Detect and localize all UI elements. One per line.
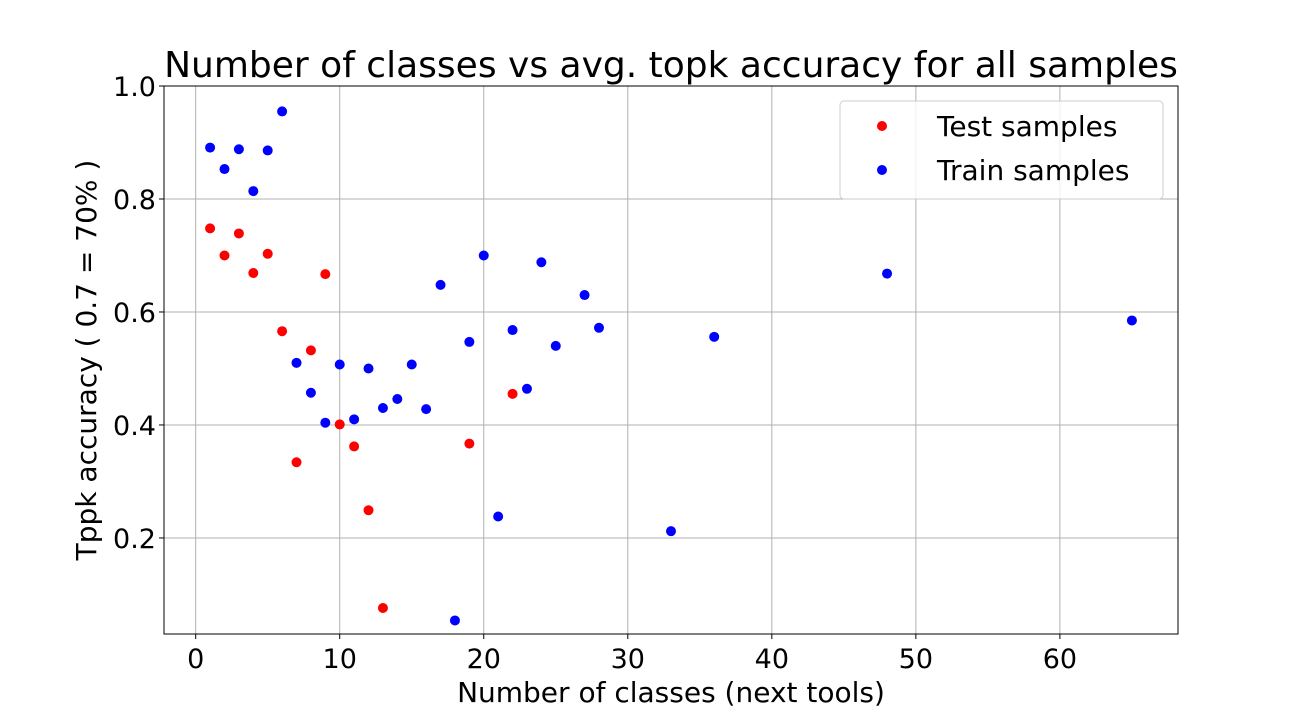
x-tick-label: 60 (1043, 644, 1077, 675)
test-sample-point (277, 326, 288, 337)
y-tick-label: 0.8 (113, 185, 156, 216)
test-sample-point (349, 441, 360, 452)
chart-title: Number of classes vs avg. topk accuracy … (164, 45, 1178, 86)
train-sample-point (579, 290, 590, 301)
train-sample-point (291, 357, 302, 368)
train-sample-point (219, 164, 230, 175)
train-sample-point (536, 257, 547, 268)
train-sample-point (334, 359, 345, 370)
train-sample-point (233, 144, 244, 155)
axis-ticks: 0 10 20 30 40 50 60 0.2 0.4 0.6 0.8 1.0 (113, 72, 1077, 675)
test-sample-point (248, 267, 259, 278)
x-tick-label: 0 (187, 644, 204, 675)
test-sample-point (262, 248, 273, 259)
legend-label-test: Test samples (936, 110, 1117, 143)
legend-label-train: Train samples (936, 154, 1129, 187)
train-sample-point (550, 340, 561, 351)
x-tick-label: 10 (323, 644, 357, 675)
train-sample-point (493, 511, 504, 522)
test-sample-point (464, 438, 475, 449)
test-sample-point (219, 250, 230, 261)
x-axis-label: Number of classes (next tools) (457, 676, 885, 709)
train-sample-point (421, 404, 432, 415)
train-sample-point (709, 331, 720, 342)
test-sample-point (305, 345, 316, 356)
train-sample-point (392, 393, 403, 404)
y-tick-label: 0.2 (113, 524, 156, 555)
train-sample-point (507, 325, 518, 336)
legend-frame (839, 100, 1164, 200)
legend-marker-test (877, 121, 887, 131)
y-tick-label: 0.6 (113, 298, 156, 329)
x-tick-label: 50 (899, 644, 933, 675)
train-sample-point (406, 359, 417, 370)
train-sample-point (464, 336, 475, 347)
legend-marker-train (877, 165, 887, 175)
plot-area-frame (163, 85, 1179, 635)
test-sample-point (291, 457, 302, 468)
train-sample-point (478, 250, 489, 261)
x-tick-label: 30 (611, 644, 645, 675)
train-sample-point (593, 322, 604, 333)
train-sample-point (1126, 315, 1137, 326)
train-sample-point (277, 106, 288, 117)
train-sample-point (262, 145, 273, 156)
test-sample-point (507, 388, 518, 399)
x-tick-label: 20 (467, 644, 501, 675)
train-sample-point (205, 142, 216, 153)
data-points (205, 106, 1137, 626)
legend: Test samples Train samples (839, 100, 1164, 200)
train-sample-point (320, 417, 331, 428)
train-sample-point (377, 403, 388, 414)
test-sample-point (205, 223, 216, 234)
x-tick-label: 40 (755, 644, 789, 675)
y-tick-label: 0.4 (113, 411, 156, 442)
y-axis-label: Tppk accuracy ( 0.7 = 70% ) (70, 160, 103, 562)
test-sample-point (363, 505, 374, 516)
y-tick-label: 1.0 (113, 72, 156, 103)
train-sample-point (363, 363, 374, 374)
train-sample-point (449, 615, 460, 626)
train-sample-point (349, 414, 360, 425)
test-sample-point (233, 228, 244, 239)
train-sample-point (882, 268, 893, 279)
test-sample-point (334, 419, 345, 430)
test-sample-point (377, 603, 388, 614)
train-sample-point (521, 383, 532, 394)
train-sample-point (248, 186, 259, 197)
train-sample-point (305, 387, 316, 398)
train-sample-point (666, 526, 676, 537)
test-sample-point (320, 269, 331, 280)
train-sample-point (435, 279, 446, 290)
